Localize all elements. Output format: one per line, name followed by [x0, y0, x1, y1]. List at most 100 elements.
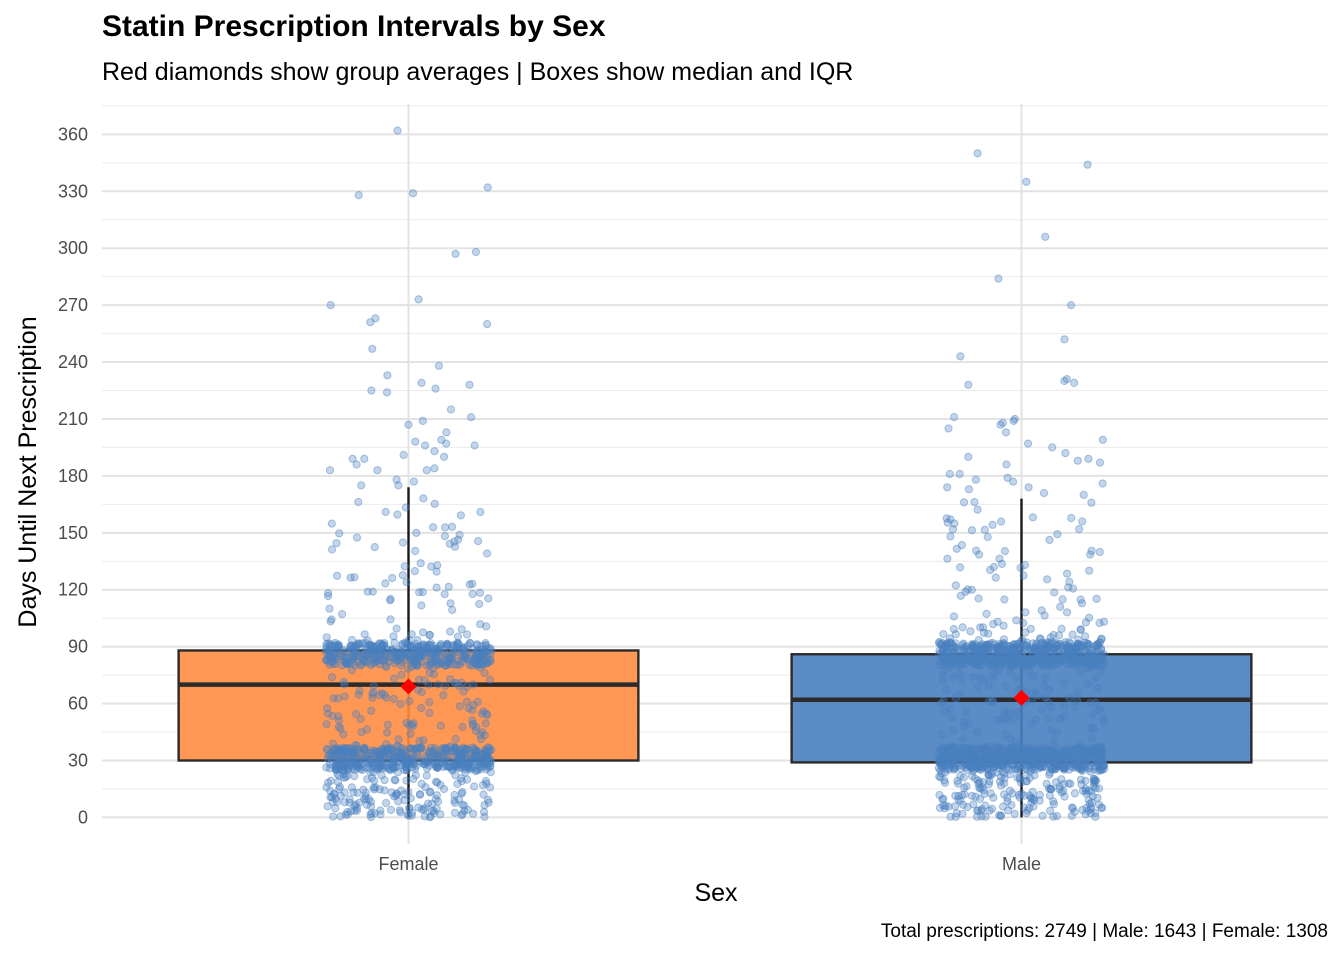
data-point — [1081, 632, 1090, 641]
data-point — [1096, 651, 1106, 660]
data-point — [374, 646, 383, 655]
data-point — [443, 639, 452, 648]
outlier-point — [1022, 177, 1031, 186]
y-tick-label: 90 — [68, 637, 88, 657]
data-point — [427, 659, 436, 668]
data-point — [1012, 674, 1021, 683]
data-point — [966, 627, 975, 636]
data-point — [480, 750, 490, 759]
data-point — [332, 762, 341, 771]
outlier-point — [1084, 454, 1093, 463]
data-point — [374, 647, 383, 656]
data-point — [422, 757, 431, 766]
data-point — [454, 681, 464, 691]
data-point — [448, 765, 457, 774]
data-point — [483, 711, 492, 720]
data-point — [989, 793, 998, 802]
data-point — [387, 745, 396, 754]
data-point — [333, 769, 342, 779]
data-point — [991, 762, 1000, 771]
data-point — [1087, 498, 1096, 507]
data-point — [461, 745, 470, 754]
data-point — [351, 744, 360, 753]
data-point — [442, 641, 451, 651]
data-point — [374, 656, 383, 665]
data-point — [324, 751, 333, 760]
data-point — [479, 790, 488, 799]
data-point — [1021, 608, 1030, 617]
data-point — [473, 652, 482, 661]
data-point — [398, 749, 407, 758]
data-point — [460, 806, 469, 815]
iqr-box — [790, 653, 1253, 764]
data-point — [935, 639, 944, 648]
data-point — [483, 795, 493, 805]
data-point — [450, 760, 460, 769]
data-point — [1019, 619, 1028, 628]
data-point — [1003, 806, 1013, 815]
data-point — [402, 766, 412, 775]
data-point — [453, 779, 462, 789]
data-point — [446, 763, 455, 772]
data-point — [352, 741, 361, 750]
data-point — [406, 655, 415, 664]
data-point — [474, 763, 483, 772]
data-point — [356, 661, 365, 670]
data-point — [389, 756, 398, 765]
data-point — [450, 761, 459, 770]
data-point — [440, 756, 449, 766]
data-point — [1059, 787, 1068, 796]
data-point — [357, 728, 366, 737]
data-point — [450, 660, 460, 669]
data-point — [969, 800, 978, 809]
data-point — [1073, 646, 1082, 655]
data-point — [460, 762, 469, 771]
data-point — [369, 763, 378, 772]
data-point — [340, 653, 349, 662]
data-point — [342, 771, 352, 781]
data-point — [344, 765, 353, 775]
data-point — [482, 709, 491, 718]
data-point — [1078, 517, 1087, 526]
data-point — [1040, 649, 1049, 658]
data-point — [981, 812, 990, 821]
data-point — [402, 578, 411, 587]
data-point — [427, 562, 436, 571]
data-point — [408, 753, 417, 762]
data-point — [413, 661, 422, 671]
data-point — [467, 749, 476, 758]
data-point — [450, 537, 459, 546]
data-point — [339, 761, 348, 771]
data-point — [385, 653, 394, 662]
data-point — [1094, 800, 1104, 809]
data-point — [328, 657, 337, 666]
data-point — [333, 571, 342, 580]
data-point — [481, 748, 490, 757]
data-point — [369, 759, 378, 768]
data-point — [1091, 661, 1101, 670]
data-point — [425, 698, 434, 707]
data-point — [339, 770, 348, 779]
data-point — [435, 644, 444, 653]
data-point — [1075, 525, 1084, 534]
data-point — [472, 659, 481, 668]
data-point — [446, 742, 455, 751]
data-point — [338, 766, 347, 775]
data-point — [344, 744, 353, 753]
data-point — [371, 747, 380, 756]
data-point — [366, 652, 375, 661]
outlier-point — [996, 420, 1005, 429]
data-point — [406, 756, 416, 766]
data-point — [426, 654, 435, 663]
data-point — [986, 565, 995, 575]
data-point — [441, 523, 450, 532]
data-point — [418, 756, 428, 766]
data-point — [369, 768, 378, 777]
data-point — [982, 609, 991, 619]
data-point — [396, 647, 405, 657]
data-point — [377, 744, 386, 754]
data-point — [458, 788, 467, 797]
data-point — [995, 752, 1004, 761]
data-point — [322, 655, 331, 665]
data-point — [348, 752, 357, 761]
